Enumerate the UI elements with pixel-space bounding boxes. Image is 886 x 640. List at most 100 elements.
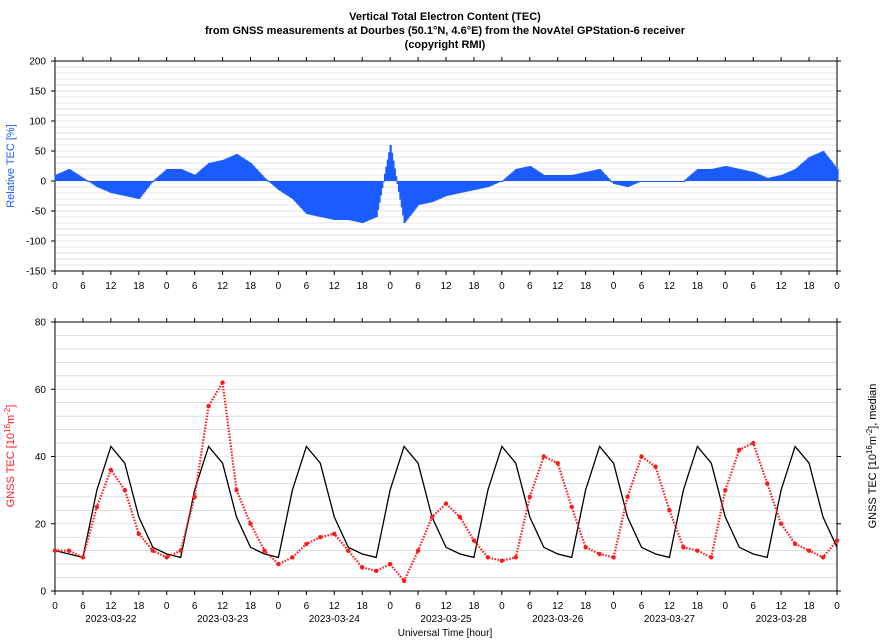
- relative-tec-bar: [802, 161, 806, 181]
- relative-tec-bar: [592, 170, 595, 181]
- relative-tec-bar: [473, 181, 476, 190]
- relative-tec-bar: [791, 170, 794, 181]
- relative-tec-bar: [513, 170, 517, 181]
- relative-tec-bar: [100, 181, 103, 189]
- relative-tec-bar: [323, 181, 327, 218]
- relative-tec-bar: [332, 181, 335, 220]
- x-tick-label: 0: [834, 601, 840, 612]
- relative-tec-bar: [333, 181, 336, 220]
- relative-tec-bar: [241, 157, 244, 181]
- relative-tec-bar: [740, 169, 743, 181]
- relative-tec-bar: [678, 181, 681, 182]
- x-tick-label: 0: [499, 281, 505, 292]
- relative-tec-bar: [444, 181, 447, 197]
- relative-tec-bar: [272, 181, 275, 186]
- relative-tec-bar: [214, 161, 218, 181]
- relative-tec-bar: [136, 181, 139, 199]
- relative-tec-bar: [441, 181, 444, 198]
- median-axis-label: GNSS TEC [1016m-2], median: [865, 384, 879, 529]
- relative-tec-bar: [674, 181, 677, 182]
- relative-tec-bar: [133, 181, 137, 199]
- relative-tec-bar: [508, 175, 511, 181]
- relative-tec-bar: [661, 181, 665, 182]
- relative-tec-bar: [720, 166, 723, 181]
- relative-tec-bar: [383, 173, 387, 181]
- relative-tec-bar: [518, 168, 521, 181]
- relative-tec-bar: [347, 181, 350, 220]
- relative-tec-bar: [537, 171, 540, 181]
- relative-tec-bar: [494, 181, 497, 184]
- relative-tec-bar: [96, 181, 99, 187]
- y-tick-label: -150: [26, 267, 46, 278]
- relative-tec-bar: [226, 158, 229, 181]
- relative-tec-bar: [59, 172, 63, 181]
- x-tick-label: 12: [105, 281, 117, 292]
- relative-tec-bar: [308, 181, 311, 215]
- relative-tec-bar: [801, 163, 804, 181]
- relative-tec-bar: [238, 155, 241, 181]
- relative-tec-bar: [171, 169, 174, 181]
- relative-tec-bar: [530, 166, 533, 181]
- relative-tec-bar: [572, 174, 575, 181]
- relative-tec-bar: [129, 181, 133, 198]
- relative-tec-bar: [275, 181, 278, 188]
- relative-tec-bar: [286, 181, 289, 196]
- relative-tec-bar: [326, 181, 329, 219]
- relative-tec-bar: [737, 168, 740, 181]
- x-axis-label: Universal Time [hour]: [398, 628, 493, 639]
- relative-tec-bar: [85, 179, 88, 181]
- relative-tec-bar: [766, 178, 769, 181]
- relative-tec-bar: [402, 181, 405, 216]
- relative-tec-bar: [240, 156, 243, 181]
- relative-tec-bar: [621, 181, 624, 186]
- relative-tec-bar: [587, 171, 591, 181]
- x-tick-label: 12: [440, 281, 452, 292]
- relative-tec-bar: [833, 165, 836, 181]
- relative-tec-bar: [360, 181, 363, 223]
- relative-tec-bar: [328, 181, 331, 219]
- relative-tec-bar: [823, 152, 827, 181]
- relative-tec-bar: [608, 179, 611, 181]
- relative-tec-bar: [819, 152, 822, 181]
- relative-tec-bar: [826, 156, 829, 181]
- relative-tec-bar: [501, 181, 504, 182]
- relative-tec-bar: [399, 181, 402, 200]
- relative-tec-bar: [594, 169, 598, 181]
- relative-tec-bar: [368, 181, 371, 220]
- relative-tec-bar: [815, 154, 818, 181]
- relative-tec-bar: [583, 172, 586, 181]
- relative-tec-bar: [534, 169, 537, 181]
- relative-tec-bar: [520, 167, 524, 181]
- relative-tec-bar: [759, 175, 762, 181]
- relative-tec-bar: [615, 181, 618, 185]
- relative-tec-bar: [512, 171, 515, 181]
- relative-tec-bar: [111, 181, 114, 194]
- relative-tec-bar: [379, 181, 382, 196]
- relative-tec-bar: [337, 181, 341, 220]
- relative-tec-bar: [143, 181, 146, 192]
- relative-tec-bar: [139, 181, 142, 198]
- relative-tec-bar: [423, 181, 426, 204]
- relative-tec-bar: [196, 172, 200, 181]
- relative-tec-bar: [462, 181, 465, 193]
- relative-tec-bar: [316, 181, 320, 217]
- relative-tec-bar: [529, 166, 532, 181]
- relative-tec-bar: [245, 160, 248, 181]
- relative-tec-bar: [818, 152, 821, 181]
- relative-tec-bar: [703, 169, 706, 181]
- relative-tec-bar: [781, 174, 785, 181]
- relative-tec-bar: [103, 181, 106, 190]
- relative-tec-bar: [686, 177, 690, 181]
- relative-tec-bar: [702, 169, 705, 181]
- x-tick-label: 0: [499, 601, 505, 612]
- relative-tec-bar: [605, 176, 609, 181]
- date-label: 2023-03-28: [756, 614, 808, 625]
- relative-tec-bar: [227, 157, 230, 181]
- relative-tec-bar: [730, 167, 733, 181]
- relative-tec-bar: [793, 169, 796, 181]
- relative-tec-bar: [75, 173, 78, 181]
- date-label: 2023-03-26: [532, 614, 584, 625]
- relative-tec-bar: [795, 167, 799, 181]
- relative-tec-bar: [808, 157, 811, 181]
- relative-tec-bar: [469, 181, 472, 191]
